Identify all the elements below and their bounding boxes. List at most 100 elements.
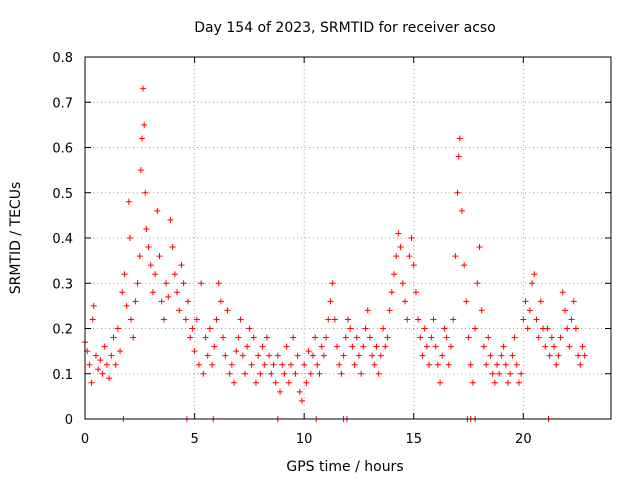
data-point	[215, 280, 222, 287]
data-point	[373, 343, 380, 350]
data-point	[119, 289, 126, 296]
data-point	[325, 316, 332, 323]
data-point	[125, 198, 132, 205]
data-point	[439, 352, 446, 359]
y-axis: 0 0.1 0.2 0.3 0.4 0.5 0.6 0.7 0.8	[52, 51, 611, 428]
data-point	[121, 271, 128, 278]
data-point	[579, 343, 586, 350]
data-point	[564, 325, 571, 332]
data-point	[92, 352, 99, 359]
data-point	[272, 379, 279, 386]
data-point	[419, 352, 426, 359]
data-point	[217, 298, 224, 305]
data-point	[544, 325, 551, 332]
data-point	[524, 325, 531, 332]
data-point	[432, 343, 439, 350]
data-point	[338, 370, 345, 377]
data-point	[386, 307, 393, 314]
data-point	[465, 334, 472, 341]
data-point	[421, 325, 428, 332]
data-point	[237, 316, 244, 323]
data-point	[268, 370, 275, 377]
data-point	[485, 334, 492, 341]
data-point	[336, 361, 343, 368]
data-point	[261, 361, 268, 368]
data-point	[480, 343, 487, 350]
data-point	[342, 334, 349, 341]
data-point	[327, 298, 334, 305]
data-point	[349, 343, 356, 350]
data-point	[426, 361, 433, 368]
x-tick-label: 5	[190, 432, 198, 447]
data-point	[360, 343, 367, 350]
data-point	[456, 135, 463, 142]
data-point	[292, 370, 299, 377]
data-point	[301, 361, 308, 368]
data-point	[502, 361, 509, 368]
data-point	[448, 343, 455, 350]
data-point	[187, 334, 194, 341]
data-point	[296, 388, 303, 395]
data-point	[404, 316, 411, 323]
data-point	[171, 271, 178, 278]
data-point	[491, 379, 498, 386]
data-point	[399, 280, 406, 287]
data-point	[474, 280, 481, 287]
y-tick-label: 0	[65, 413, 73, 428]
data-point	[463, 298, 470, 305]
data-point	[90, 302, 97, 309]
data-point	[130, 334, 137, 341]
data-point	[320, 352, 327, 359]
data-point	[140, 85, 147, 92]
data-point	[455, 153, 462, 160]
data-point	[189, 325, 196, 332]
data-point	[511, 334, 518, 341]
data-point	[553, 361, 560, 368]
data-point	[347, 325, 354, 332]
x-axis: 0 5 10 15 20	[81, 57, 532, 447]
data-point	[285, 379, 292, 386]
data-point	[334, 343, 341, 350]
data-point	[355, 352, 362, 359]
data-point	[568, 316, 575, 323]
data-point	[160, 316, 167, 323]
data-point	[97, 357, 104, 364]
data-point	[88, 379, 95, 386]
data-point	[176, 307, 183, 314]
data-point	[99, 370, 106, 377]
data-point	[132, 298, 139, 305]
data-point	[351, 361, 358, 368]
data-point	[182, 316, 189, 323]
data-point	[136, 253, 143, 260]
data-point	[233, 348, 240, 355]
data-point	[546, 352, 553, 359]
data-point	[401, 298, 408, 305]
data-point	[551, 343, 558, 350]
data-point	[103, 361, 110, 368]
data-point	[213, 316, 220, 323]
data-point	[377, 352, 384, 359]
data-point	[185, 298, 192, 305]
y-tick-label: 0.6	[52, 142, 73, 157]
data-point	[309, 352, 316, 359]
data-point	[454, 189, 461, 196]
grid-lines	[85, 57, 611, 419]
data-point	[461, 262, 468, 269]
data-point	[395, 230, 402, 237]
data-point	[375, 370, 382, 377]
data-point	[89, 316, 96, 323]
data-point	[537, 298, 544, 305]
data-point	[577, 361, 584, 368]
data-point	[382, 343, 389, 350]
data-point	[108, 352, 115, 359]
data-point	[391, 271, 398, 278]
data-point	[515, 379, 522, 386]
data-point	[165, 293, 172, 300]
data-point	[226, 370, 233, 377]
data-point	[200, 370, 207, 377]
data-point	[494, 361, 501, 368]
data-point	[305, 348, 312, 355]
data-point	[507, 370, 514, 377]
data-points	[82, 85, 588, 422]
data-point	[117, 348, 124, 355]
